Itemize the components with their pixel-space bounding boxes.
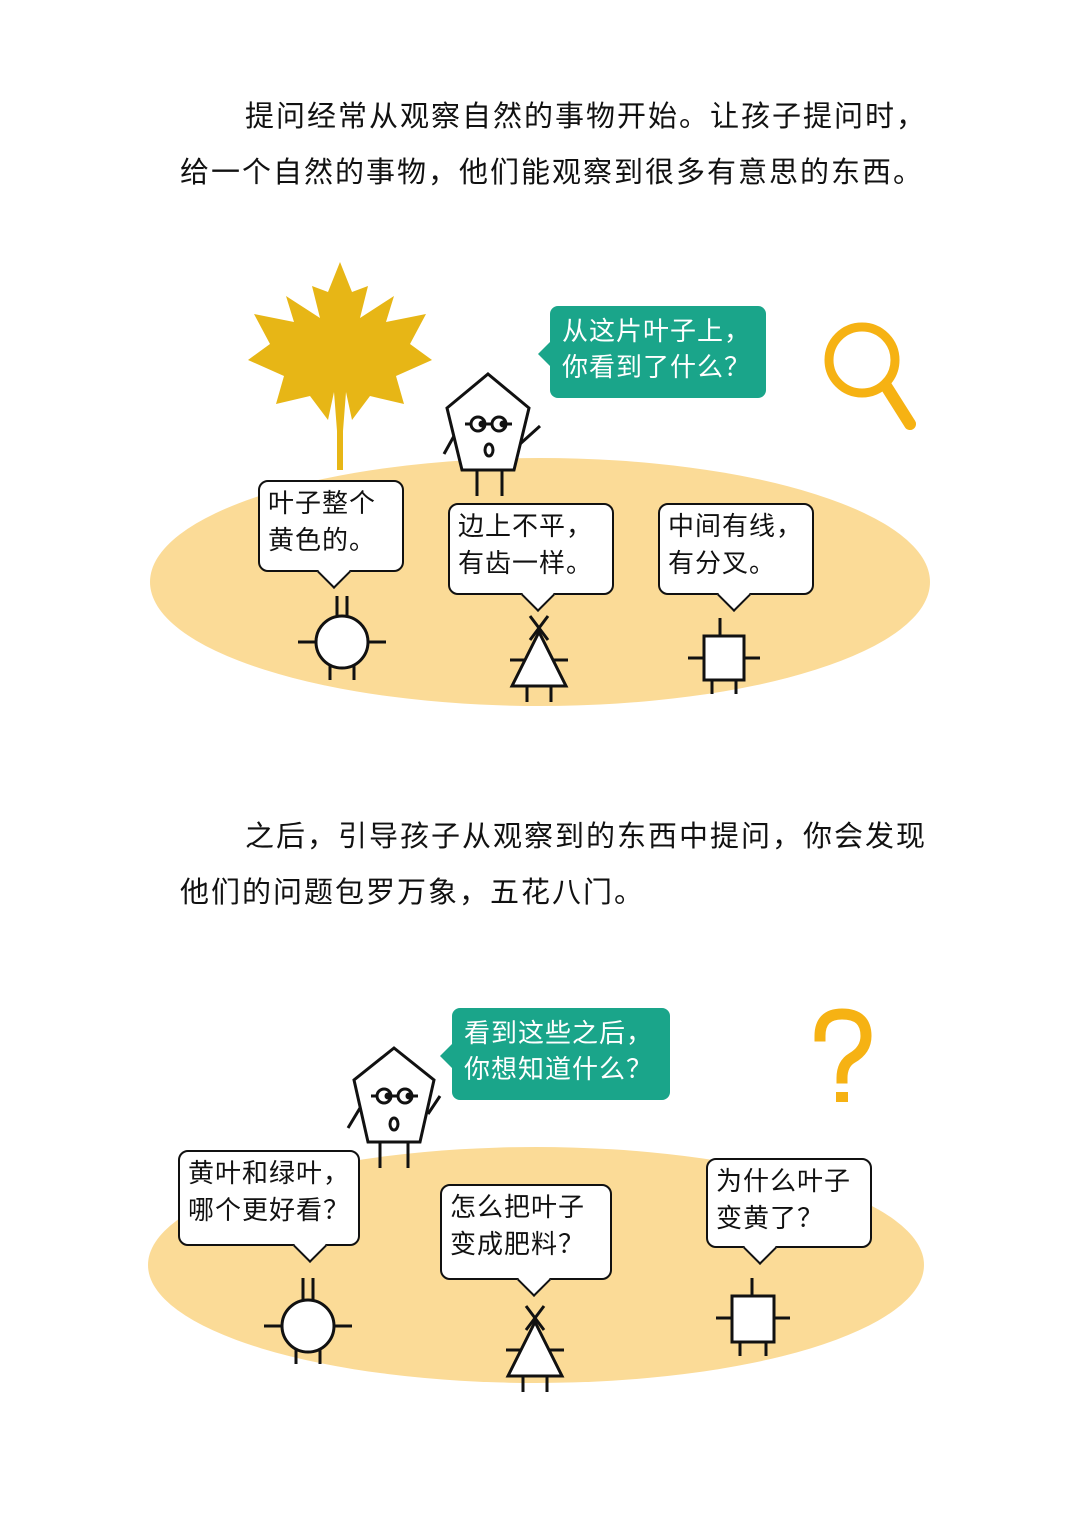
answer-1-line-1: 叶子整个 [268, 489, 377, 519]
intro-line-1: 提问经常从观察自然的事物开始。让孩子提问时， [245, 99, 928, 133]
teacher-character [346, 1046, 442, 1168]
teacher-question-line-2: 你看到了什么？ [562, 353, 752, 383]
scene-observe-art [150, 262, 930, 706]
kid-answer-bubble-2: 边上不平， 有齿一样。 [448, 503, 614, 612]
teacher-question-line-1: 从这片叶子上， [562, 317, 752, 347]
kid-triangle-character [505, 1305, 565, 1392]
kid-answer-bubble-3: 中间有线， 有分叉。 [658, 503, 814, 612]
maple-leaf-icon [248, 262, 432, 470]
kid-question-3-line-1: 为什么叶子 [716, 1167, 852, 1197]
scene-observe: 从这片叶子上， 你看到了什么？ 叶子整个 黄色的。 边上不平， 有齿一样。 中间… [0, 0, 1080, 760]
kid-square-character [688, 618, 760, 694]
kid-square-character [716, 1278, 790, 1356]
question-mark-icon [814, 1008, 872, 1102]
kid-triangle-character [509, 615, 569, 702]
kid-answer-bubble-1: 叶子整个 黄色的。 [258, 480, 404, 589]
answer-2-line-1: 边上不平， [458, 512, 594, 542]
kid-question-2-line-1: 怎么把叶子 [450, 1193, 586, 1223]
answer-2-line-2: 有齿一样。 [458, 549, 594, 579]
middle-line-1: 之后，引导孩子从观察到的东西中提问，你会发现 [245, 819, 928, 853]
kid-question-2-line-2: 变成肥料？ [450, 1230, 586, 1260]
middle-line-2: 他们的问题包罗万象，五花八门。 [180, 875, 646, 909]
answer-3-line-2: 有分叉。 [668, 549, 777, 579]
kid-circle-character [298, 596, 386, 680]
teacher-question-line-1: 看到这些之后， [464, 1019, 654, 1049]
answer-3-line-1: 中间有线， [668, 512, 804, 542]
kid-question-bubble-2: 怎么把叶子 变成肥料？ [440, 1184, 612, 1297]
kid-question-bubble-3: 为什么叶子 变黄了？ [706, 1158, 872, 1265]
bubble-tail [440, 1042, 454, 1070]
teacher-question-bubble: 从这片叶子上， 你看到了什么？ [538, 306, 766, 398]
teacher-character [442, 372, 542, 496]
kid-question-1-line-1: 黄叶和绿叶， [188, 1159, 351, 1189]
magnifier-icon [824, 322, 916, 430]
kid-question-3-line-2: 变黄了？ [716, 1204, 825, 1234]
bubble-tail [538, 340, 552, 368]
answer-1-line-2: 黄色的。 [268, 526, 377, 556]
kid-question-1-line-2: 哪个更好看？ [188, 1196, 351, 1226]
scene-question: 看到这些之后， 你想知道什么？ 黄叶和绿叶， 哪个更好看？ 怎么把叶子 变成肥料… [0, 980, 1080, 1420]
intro-line-2: 给一个自然的事物，他们能观察到很多有意思的东西。 [180, 155, 925, 189]
kid-circle-character [264, 1278, 352, 1364]
teacher-question-bubble: 看到这些之后， 你想知道什么？ [440, 1008, 670, 1100]
kid-question-bubble-1: 黄叶和绿叶， 哪个更好看？ [178, 1150, 360, 1263]
teacher-question-line-2: 你想知道什么？ [464, 1055, 654, 1085]
